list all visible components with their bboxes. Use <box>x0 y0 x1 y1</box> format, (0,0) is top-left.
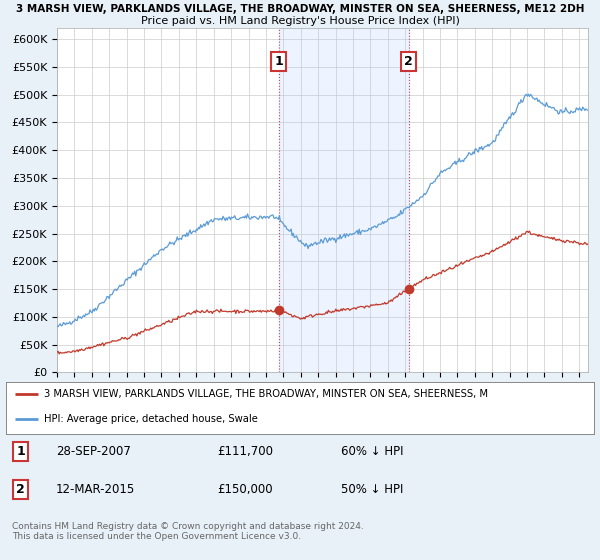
Text: 50% ↓ HPI: 50% ↓ HPI <box>341 483 404 496</box>
Text: Contains HM Land Registry data © Crown copyright and database right 2024.
This d: Contains HM Land Registry data © Crown c… <box>12 522 364 542</box>
Bar <box>279 28 409 372</box>
Text: 28-SEP-2007: 28-SEP-2007 <box>56 445 131 458</box>
Text: 1: 1 <box>275 55 283 68</box>
Text: HPI: Average price, detached house, Swale: HPI: Average price, detached house, Swal… <box>44 414 258 424</box>
Text: £150,000: £150,000 <box>218 483 274 496</box>
Text: 2: 2 <box>16 483 25 496</box>
Text: Price paid vs. HM Land Registry's House Price Index (HPI): Price paid vs. HM Land Registry's House … <box>140 16 460 26</box>
Text: 1: 1 <box>16 445 25 458</box>
Text: 12-MAR-2015: 12-MAR-2015 <box>56 483 135 496</box>
Text: 2: 2 <box>404 55 413 68</box>
Text: 60% ↓ HPI: 60% ↓ HPI <box>341 445 404 458</box>
Text: 3 MARSH VIEW, PARKLANDS VILLAGE, THE BROADWAY, MINSTER ON SEA, SHEERNESS, ME12 2: 3 MARSH VIEW, PARKLANDS VILLAGE, THE BRO… <box>16 4 584 14</box>
Text: 3 MARSH VIEW, PARKLANDS VILLAGE, THE BROADWAY, MINSTER ON SEA, SHEERNESS, M: 3 MARSH VIEW, PARKLANDS VILLAGE, THE BRO… <box>44 389 488 399</box>
Text: £111,700: £111,700 <box>218 445 274 458</box>
